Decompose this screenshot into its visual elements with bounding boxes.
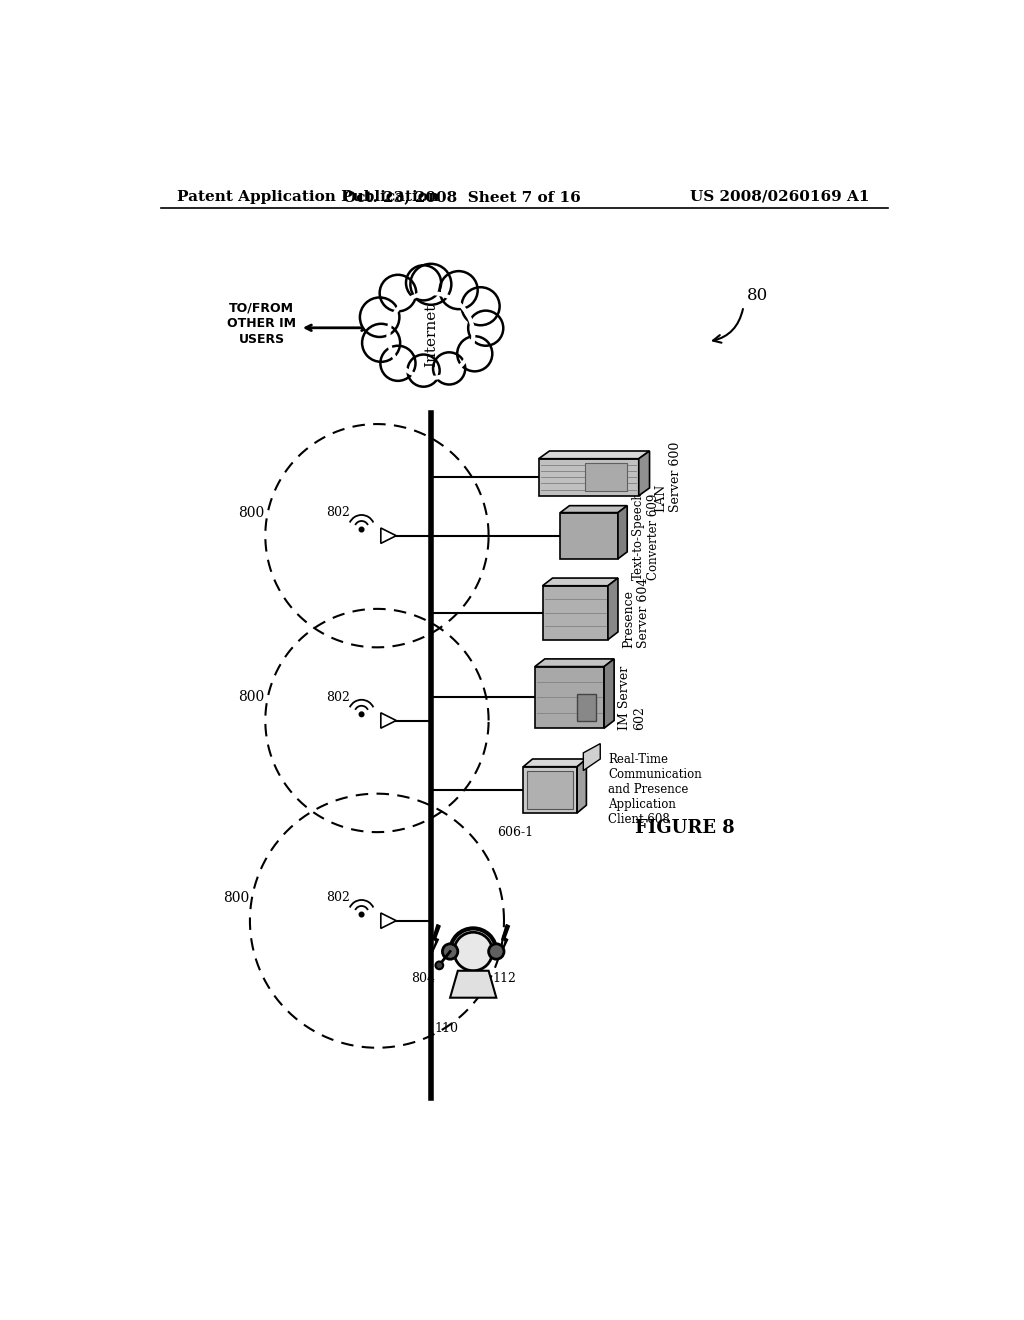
Text: 800: 800: [239, 690, 264, 705]
Text: 802: 802: [327, 891, 350, 904]
Circle shape: [433, 352, 465, 384]
Bar: [560, 512, 617, 558]
Polygon shape: [543, 578, 617, 586]
Text: IM Server
602: IM Server 602: [617, 665, 646, 730]
Polygon shape: [523, 759, 587, 767]
Circle shape: [380, 275, 416, 312]
Text: Text-to-Speech
Converter 609: Text-to-Speech Converter 609: [632, 491, 659, 579]
Polygon shape: [639, 451, 649, 496]
Text: Patent Application Publication: Patent Application Publication: [177, 190, 438, 203]
Circle shape: [454, 932, 493, 970]
Circle shape: [380, 346, 416, 381]
Circle shape: [359, 912, 364, 917]
Circle shape: [359, 527, 364, 532]
Text: 802: 802: [327, 506, 350, 519]
Polygon shape: [381, 713, 396, 729]
Circle shape: [359, 711, 364, 717]
Polygon shape: [584, 743, 600, 771]
Circle shape: [468, 310, 503, 346]
Text: TO/FROM
OTHER IM
USERS: TO/FROM OTHER IM USERS: [227, 301, 296, 346]
FancyArrowPatch shape: [713, 309, 743, 343]
Polygon shape: [381, 528, 396, 544]
Circle shape: [442, 944, 458, 960]
Text: Internet: Internet: [424, 304, 438, 367]
Text: 804: 804: [412, 972, 435, 985]
Bar: [527, 771, 573, 809]
Circle shape: [435, 961, 443, 969]
Polygon shape: [535, 659, 614, 667]
Polygon shape: [451, 970, 497, 998]
Text: Presence
Server 604: Presence Server 604: [622, 578, 650, 648]
Bar: [535, 667, 604, 729]
Circle shape: [439, 271, 477, 309]
Polygon shape: [578, 759, 587, 813]
Polygon shape: [604, 659, 614, 729]
Polygon shape: [381, 913, 396, 928]
Circle shape: [462, 288, 500, 325]
Circle shape: [457, 337, 493, 371]
Bar: [578, 693, 596, 721]
Circle shape: [362, 323, 400, 362]
Bar: [539, 459, 639, 496]
Polygon shape: [539, 451, 649, 459]
Polygon shape: [560, 506, 628, 512]
Circle shape: [488, 944, 504, 960]
Text: 802: 802: [327, 690, 350, 704]
Circle shape: [408, 355, 439, 387]
Text: 800: 800: [223, 891, 249, 904]
Text: Oct. 23, 2008  Sheet 7 of 16: Oct. 23, 2008 Sheet 7 of 16: [343, 190, 581, 203]
Text: 80: 80: [746, 286, 768, 304]
Text: Real-Time
Communication
and Presence
Application
Client 608: Real-Time Communication and Presence App…: [608, 754, 701, 826]
Text: 112: 112: [493, 972, 516, 985]
Polygon shape: [608, 578, 617, 640]
Text: 606-1: 606-1: [498, 825, 534, 838]
Text: 110: 110: [434, 1022, 459, 1035]
Bar: [523, 767, 578, 813]
Text: FIGURE 8: FIGURE 8: [635, 820, 735, 837]
Bar: [543, 586, 608, 640]
Text: 800: 800: [239, 506, 264, 520]
Polygon shape: [501, 924, 509, 954]
Circle shape: [388, 293, 473, 378]
Circle shape: [406, 265, 441, 301]
Bar: [585, 463, 628, 491]
Polygon shape: [432, 924, 440, 954]
Polygon shape: [617, 506, 628, 558]
Circle shape: [359, 297, 399, 337]
Circle shape: [411, 264, 452, 305]
Text: LAN
Server 600: LAN Server 600: [654, 442, 682, 512]
Text: US 2008/0260169 A1: US 2008/0260169 A1: [690, 190, 869, 203]
